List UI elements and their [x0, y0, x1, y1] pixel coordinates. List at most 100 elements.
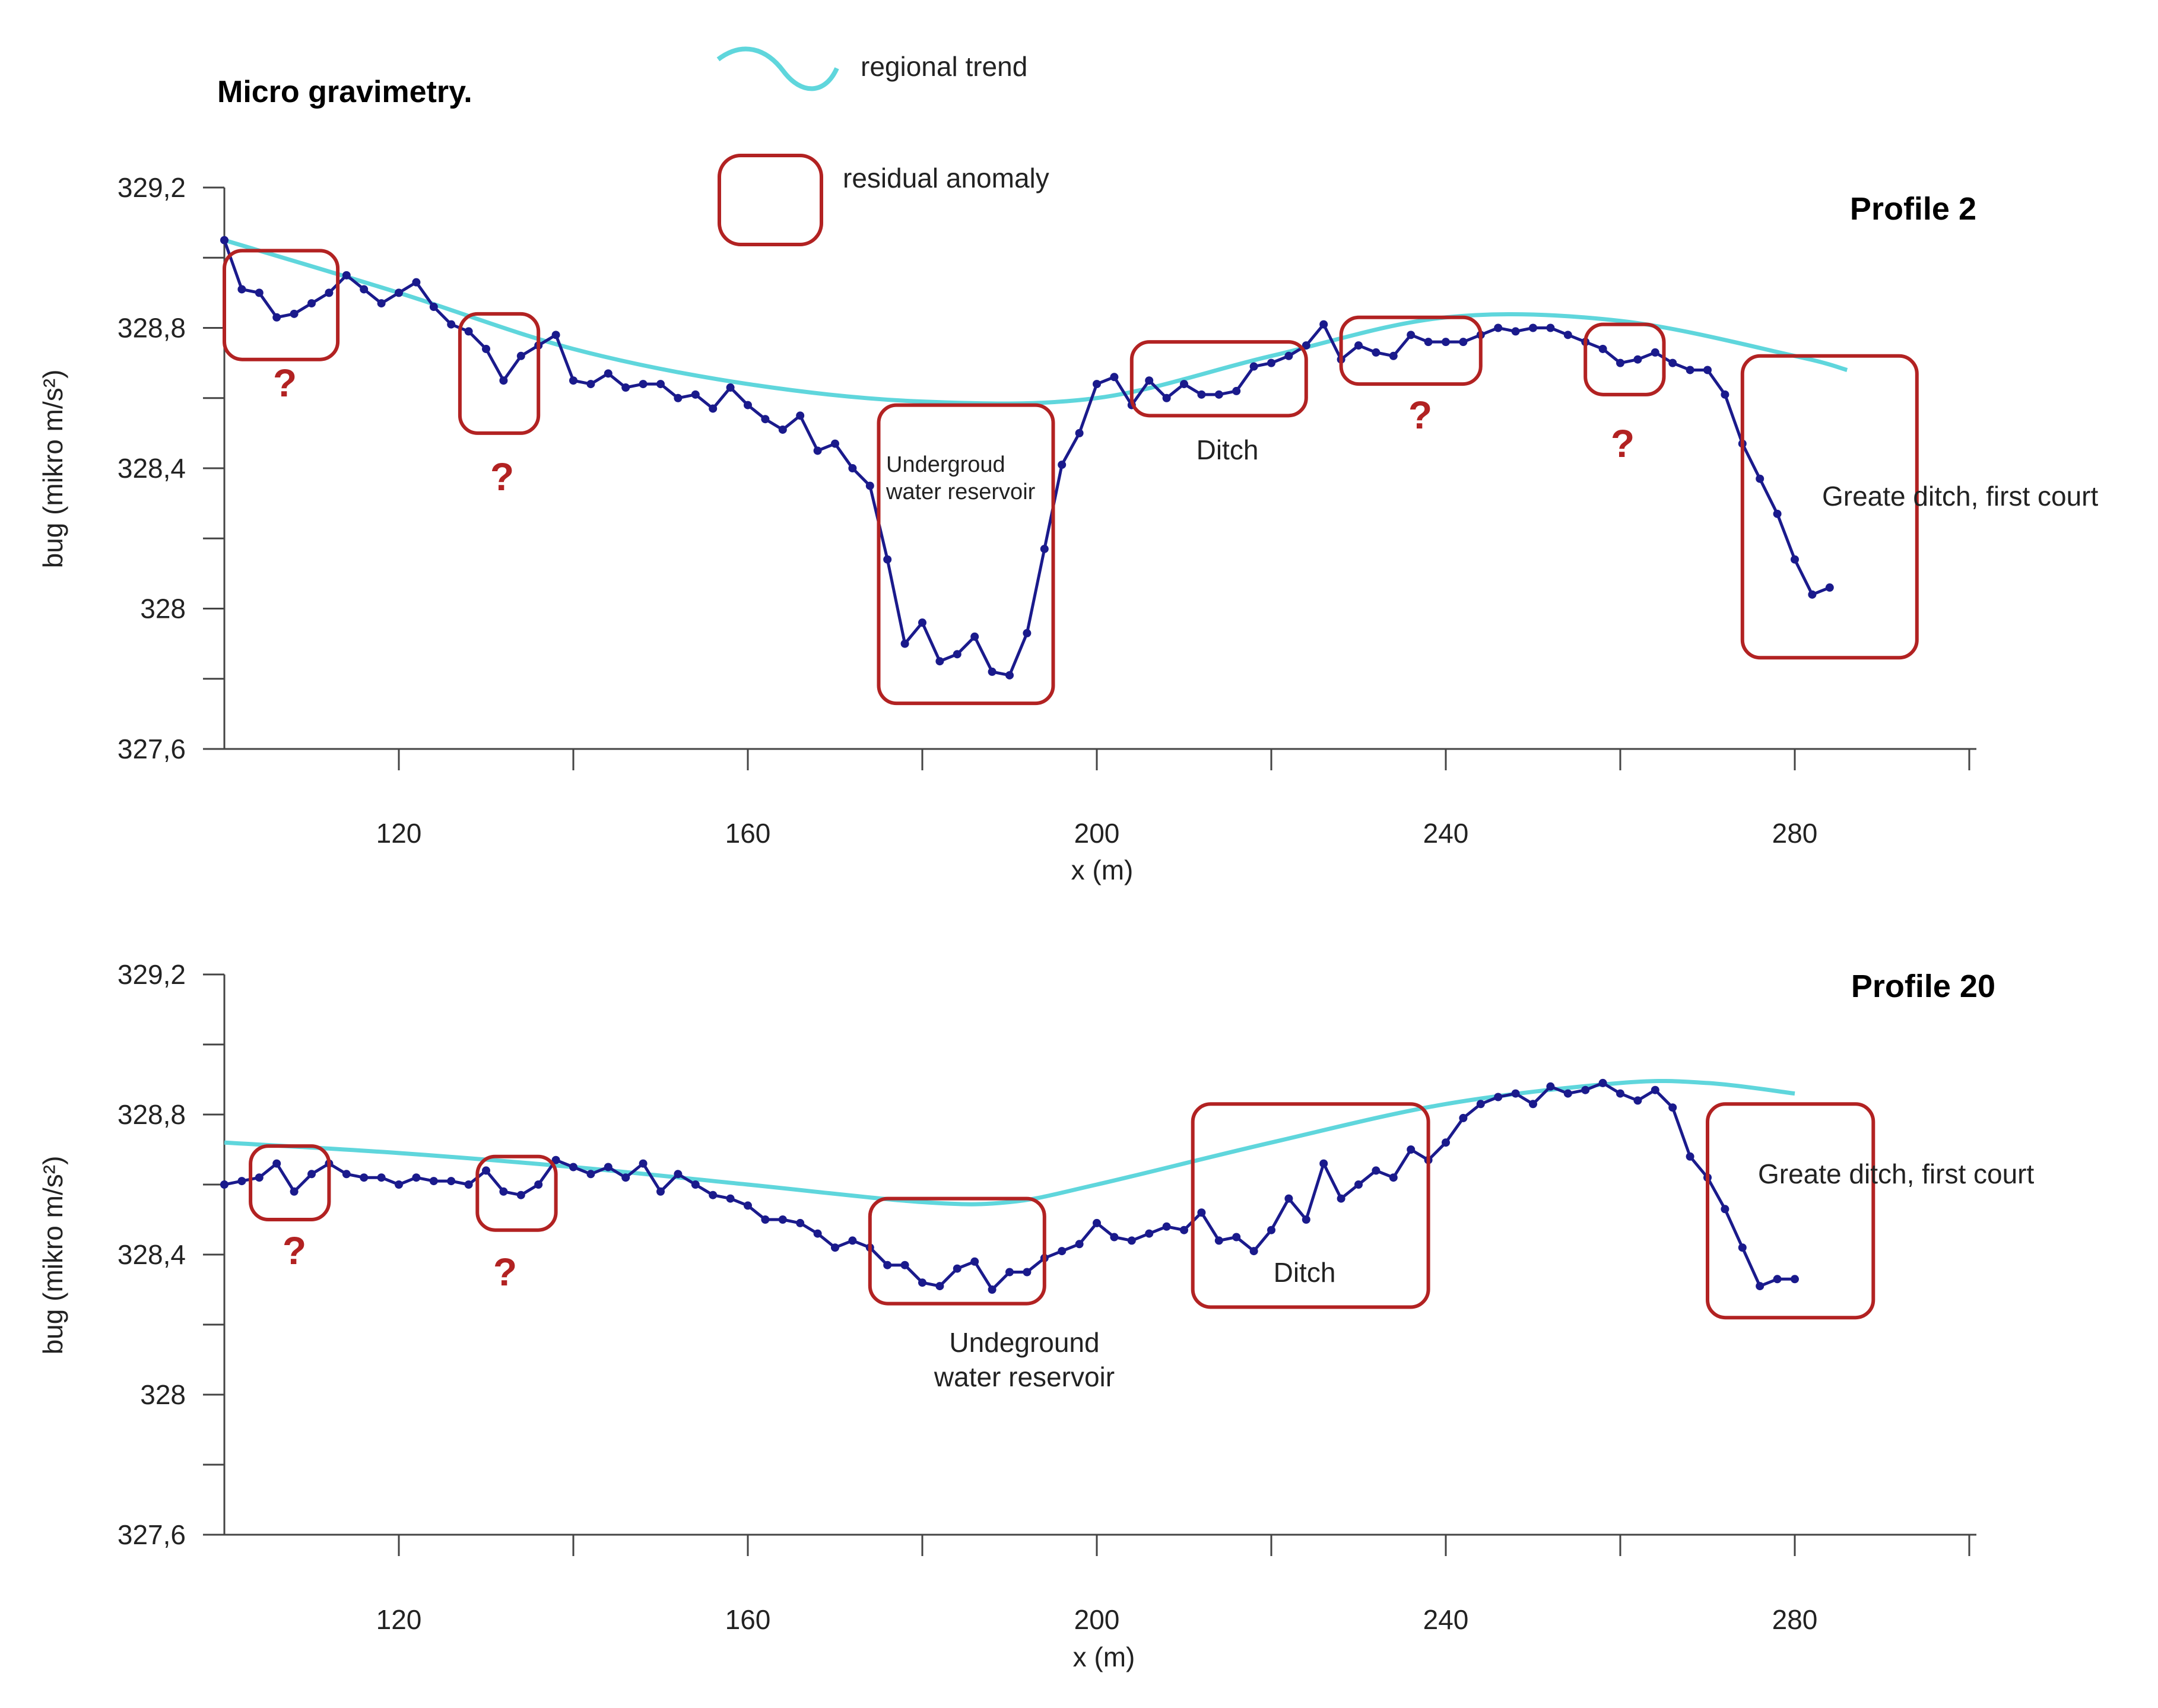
measured-point — [848, 1236, 857, 1245]
measured-point — [1511, 327, 1520, 336]
measured-point — [1319, 1159, 1328, 1168]
measured-point — [900, 1261, 909, 1269]
measured-point — [1180, 380, 1188, 389]
measured-point — [709, 1190, 718, 1199]
x-tick-label: 160 — [725, 1604, 771, 1635]
measured-point — [395, 288, 403, 297]
measured-point — [237, 285, 246, 294]
measured-point — [1529, 323, 1537, 332]
measured-point — [1651, 348, 1659, 357]
measured-point — [1145, 376, 1154, 385]
profile-20-chart: Profile 20 bug (mikro m/s²) x (m) 329,2 3… — [37, 959, 2034, 1672]
measured-point — [395, 1180, 403, 1189]
y-tick-label: 327,6 — [118, 1519, 186, 1550]
regional-trend-line — [223, 238, 1848, 406]
measured-point — [744, 1201, 752, 1210]
anomaly-box — [1740, 354, 1919, 660]
measured-point — [551, 331, 560, 339]
measured-point — [1005, 671, 1014, 680]
measured-point — [412, 278, 421, 287]
measured-point — [1808, 590, 1817, 599]
y-tick-label: 327,6 — [118, 734, 186, 764]
measured-point — [1407, 331, 1416, 339]
measured-point — [1494, 323, 1503, 332]
measured-point — [1616, 358, 1624, 367]
anomaly-question-mark: ? — [283, 1228, 306, 1272]
measured-point — [569, 1163, 577, 1172]
measured-point — [831, 1243, 839, 1252]
measured-point — [1249, 362, 1258, 371]
anomaly-label: Undeground water reservoir — [934, 1327, 1115, 1392]
measured-point — [1093, 380, 1101, 389]
measured-point — [1337, 1194, 1345, 1203]
x-tick-label: 200 — [1074, 818, 1120, 849]
measured-point — [464, 327, 473, 336]
measured-point — [1267, 1226, 1275, 1234]
measured-point — [1529, 1100, 1537, 1109]
measured-point — [569, 376, 577, 385]
measured-point — [900, 639, 909, 648]
measured-point — [1302, 341, 1310, 350]
measured-point — [1721, 1205, 1729, 1214]
x-tick-label: 120 — [376, 818, 422, 849]
measured-point — [1773, 509, 1782, 518]
measured-point — [464, 1180, 473, 1189]
measured-point — [1180, 1226, 1188, 1234]
measured-point — [1093, 1218, 1101, 1227]
measured-point — [1442, 1138, 1450, 1147]
measured-point — [796, 1218, 805, 1227]
measured-point — [1773, 1275, 1782, 1284]
y-tick-label: 328,8 — [118, 1099, 186, 1130]
residual-anomaly-legend-swatch — [718, 154, 823, 246]
measured-point — [1284, 1194, 1293, 1203]
measured-point — [883, 1261, 892, 1269]
anomaly-label: Greate ditch, first court — [1822, 481, 2098, 512]
measured-point — [360, 285, 369, 294]
measured-point — [1232, 386, 1241, 395]
measured-point — [1249, 1247, 1258, 1256]
anomaly-box — [223, 249, 340, 361]
measured-point — [1791, 1275, 1799, 1284]
measured-point — [1372, 1166, 1381, 1175]
measured-point — [744, 401, 752, 409]
measured-point — [883, 555, 892, 564]
measured-point — [342, 1170, 351, 1179]
measured-point — [534, 1180, 543, 1189]
x-tick-label: 160 — [725, 818, 771, 849]
measured-point — [1476, 1100, 1485, 1109]
measured-point — [1214, 390, 1223, 399]
profile-2-chart: Profile 2 bug (mikro m/s²) x (m) 329,2 32… — [37, 172, 2098, 885]
measured-point — [499, 376, 508, 385]
anomaly-label: Ditch — [1197, 434, 1259, 465]
x-tick-label: 240 — [1423, 1604, 1469, 1635]
measured-point — [1756, 474, 1765, 483]
measured-point — [1023, 1268, 1032, 1277]
measured-point — [377, 299, 386, 308]
measured-point — [988, 667, 997, 676]
measured-point — [1232, 1233, 1241, 1242]
measured-point — [604, 369, 613, 378]
regional-trend-legend-swatch — [716, 46, 839, 91]
measured-point — [935, 657, 944, 666]
anomaly-label: Undergroud water reservoir — [886, 452, 1036, 504]
measured-line — [224, 1081, 1795, 1291]
measured-point — [586, 380, 595, 389]
x-tick-label: 200 — [1074, 1604, 1120, 1635]
x-tick-label: 280 — [1772, 818, 1818, 849]
measured-point — [220, 1180, 229, 1189]
measured-point — [1442, 338, 1450, 347]
measured-point — [290, 1187, 299, 1196]
measured-point — [1633, 355, 1642, 364]
measured-point — [1197, 1208, 1206, 1217]
measured-point — [482, 344, 490, 353]
anomaly-box — [1339, 315, 1483, 386]
measured-point — [1721, 390, 1729, 399]
measured-point — [1791, 555, 1799, 564]
measured-line — [223, 239, 1830, 677]
anomaly-label: Greate ditch, first court — [1758, 1158, 2034, 1189]
measured-point — [1145, 1229, 1154, 1238]
measured-point — [813, 446, 822, 455]
measured-point — [970, 632, 979, 641]
x-tick-label: 120 — [376, 1604, 422, 1635]
x-tick-label: 280 — [1772, 1604, 1818, 1635]
